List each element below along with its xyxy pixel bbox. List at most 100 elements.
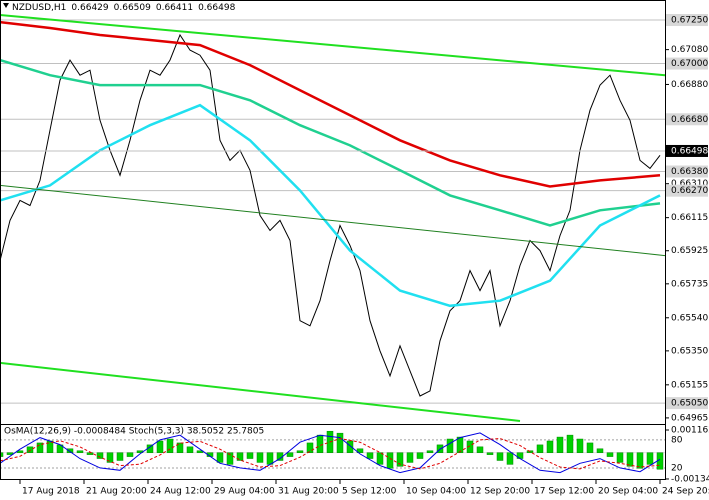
y-tick-label: 0.65540 [671, 313, 708, 323]
osma-bar [426, 450, 434, 453]
osma-bar [286, 452, 294, 457]
level-box [666, 165, 708, 178]
osma-bar [36, 442, 44, 453]
header-value: 0.66429 [71, 3, 108, 13]
y2-tick-label: 80 [671, 435, 683, 445]
y-tick-label: 0.001162 [671, 426, 709, 436]
osma-bar [336, 432, 344, 453]
osma-bar [366, 452, 374, 459]
osma-bar [346, 440, 354, 453]
level-label: 0.66270 [671, 186, 708, 196]
osma-bar [126, 452, 134, 457]
y2-tick-label: 20 [671, 463, 683, 473]
level-box [666, 397, 708, 410]
osma-bar [246, 452, 254, 459]
x-tick-label: 20 Sep 04:00 [598, 487, 658, 497]
y-tick-label: 0.66880 [671, 80, 708, 90]
x-tick-label: 31 Aug 20:00 [278, 487, 339, 497]
osma-bar [256, 452, 264, 463]
indicator-title: OsMA(12,26,9) -0.0008484 Stoch(5,3,3) 38… [4, 427, 264, 437]
x-tick-label: 24 Aug 12:00 [150, 487, 211, 497]
osma-bar [446, 438, 454, 453]
osma-bar [536, 444, 544, 453]
osma-bar [576, 438, 584, 453]
series-line [0, 432, 661, 474]
osma-bar [636, 452, 644, 469]
series-line [0, 361, 521, 422]
osma-bar [456, 436, 464, 453]
osma-bar [316, 434, 324, 453]
plot-frame [0, 0, 666, 480]
level-label: 0.66680 [671, 115, 708, 125]
osma-bar [396, 452, 404, 467]
series-line [0, 184, 666, 257]
y-tick-label: 0.66115 [671, 213, 708, 223]
y-tick-label: 0.65155 [671, 380, 708, 390]
osma-bar [86, 452, 94, 455]
last-price-label: 0.66498 [671, 146, 708, 156]
header-value: 0.66498 [198, 3, 235, 13]
osma-bar [556, 436, 564, 453]
symbol-icon [3, 3, 9, 8]
osma-bar [386, 452, 394, 469]
level-label: 0.65050 [671, 399, 708, 409]
osma-bar [106, 452, 114, 463]
osma-bar [116, 452, 124, 461]
osma-bar [466, 440, 474, 453]
osma-bar [586, 442, 594, 453]
osma-bar [626, 452, 634, 467]
osma-bar [376, 452, 384, 465]
series-line [0, 58, 661, 227]
x-tick-label: 10 Sep 04:00 [406, 487, 466, 497]
osma-bar [0, 452, 4, 457]
osma-bar [216, 452, 224, 463]
osma-bar [66, 448, 74, 453]
osma-bar [236, 452, 244, 461]
chart-layer: 0.67080 0.66880 0.66310 0.66115 0.65925 0.657… [0, 3, 709, 497]
y-tick-label: 0.66310 [671, 179, 708, 189]
osma-bar [646, 452, 654, 465]
osma-bar [166, 438, 174, 453]
osma-bar [186, 446, 194, 453]
osma-bar [226, 452, 234, 465]
series-line [0, 14, 666, 77]
osma-bar [506, 452, 514, 465]
level-label: 0.67250 [671, 16, 708, 26]
y-tick-label: 0.64965 [671, 413, 708, 423]
osma-bar [156, 440, 164, 453]
x-tick-label: 17 Sep 12:00 [534, 487, 594, 497]
osma-bar [26, 446, 34, 453]
osma-bar [306, 442, 314, 453]
x-tick-label: 5 Sep 12:00 [342, 487, 397, 497]
osma-bar [406, 452, 414, 463]
level-box [666, 113, 708, 126]
osma-bar [496, 452, 504, 461]
osma-bar [266, 452, 274, 465]
osma-bar [476, 446, 484, 453]
last-price-box [666, 144, 708, 157]
osma-bar [356, 448, 364, 453]
y-tick-label: 0.65350 [671, 346, 708, 356]
osma-bar [606, 452, 614, 457]
x-tick-label: 29 Aug 04:00 [214, 487, 275, 497]
osma-bar [416, 452, 424, 459]
header-value: 0.66411 [156, 3, 193, 13]
osma-bar [596, 448, 604, 453]
header-value: 0.66509 [114, 3, 151, 13]
series-line [0, 33, 661, 397]
y-tick-label: -0.001347 [671, 474, 709, 484]
y-tick-label: 0.65925 [671, 246, 708, 256]
osma-bar [486, 452, 494, 455]
series-line [0, 20, 661, 188]
osma-bar [296, 450, 304, 453]
series-line [0, 437, 661, 470]
x-tick-label: 12 Sep 20:00 [470, 487, 530, 497]
osma-bar [96, 452, 104, 459]
level-box [666, 57, 708, 70]
chart-header: NZDUSD,H1 0.66429 0.66509 0.66411 0.66498 [12, 3, 236, 13]
osma-bar [566, 434, 574, 453]
x-tick-label: 17 Aug 2018 [22, 487, 80, 497]
osma-bar [76, 450, 84, 453]
